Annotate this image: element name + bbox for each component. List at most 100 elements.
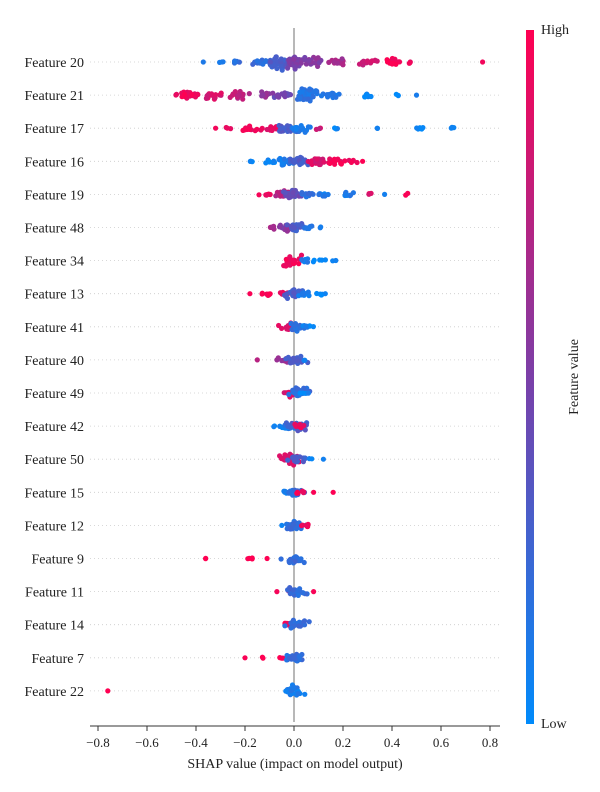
shap-point xyxy=(290,655,297,661)
shap-point xyxy=(297,421,303,428)
shap-point xyxy=(270,224,276,230)
shap-point xyxy=(273,193,279,199)
shap-point xyxy=(286,59,293,65)
feature-label: Feature 19 xyxy=(25,188,84,203)
feature-label: Feature 50 xyxy=(25,453,84,468)
shap-point xyxy=(213,92,219,98)
shap-point xyxy=(340,62,346,68)
shap-point xyxy=(286,391,292,397)
shap-point xyxy=(269,127,275,133)
shap-point xyxy=(290,492,296,498)
shap-point xyxy=(413,92,420,98)
x-tick-label: 0.6 xyxy=(433,735,450,750)
shap-point xyxy=(252,128,258,134)
shap-point xyxy=(414,125,420,131)
shap-point xyxy=(347,192,354,198)
shap-point xyxy=(369,58,375,64)
shap-point xyxy=(281,156,287,162)
shap-point xyxy=(384,59,391,65)
x-axis: −0.8 −0.6 −0.4 −0.2 0.0 0.2 0.4 0.6 0.8 xyxy=(86,725,500,750)
feature-label: Feature 14 xyxy=(25,619,84,634)
shap-point xyxy=(299,488,305,494)
shap-point xyxy=(296,261,302,267)
shap-point xyxy=(228,126,234,132)
colorbar-high-label: High xyxy=(541,23,569,38)
shap-point xyxy=(286,489,292,495)
shap-point xyxy=(360,158,366,164)
shap-point xyxy=(254,58,260,64)
colorbar-low-label: Low xyxy=(541,717,568,732)
shap-point xyxy=(354,159,360,166)
shap-point xyxy=(406,60,412,66)
shap-point xyxy=(308,159,314,165)
shap-point xyxy=(298,123,304,129)
feature-label: Feature 22 xyxy=(25,685,84,700)
shap-point xyxy=(295,691,301,697)
shap-point xyxy=(366,191,372,197)
shap-point xyxy=(284,291,290,297)
feature-label: Feature 40 xyxy=(25,354,84,369)
shap-point xyxy=(299,290,306,296)
shap-point xyxy=(282,91,288,97)
shap-point xyxy=(105,688,111,694)
shap-point xyxy=(278,455,284,462)
shap-point xyxy=(332,161,338,167)
shap-point xyxy=(278,556,284,562)
shap-point xyxy=(242,655,248,661)
shap-point xyxy=(264,126,270,133)
shap-point xyxy=(267,59,273,65)
shap-point xyxy=(342,158,348,164)
shap-point xyxy=(266,291,272,297)
feature-label: Feature 16 xyxy=(25,155,84,170)
shap-point xyxy=(232,89,238,95)
shap-point xyxy=(288,625,294,631)
shap-point xyxy=(325,191,331,198)
shap-point xyxy=(292,64,298,70)
shap-point xyxy=(339,56,345,62)
shap-point xyxy=(286,655,293,661)
shap-point xyxy=(405,190,411,196)
shap-point xyxy=(306,87,313,93)
feature-rows: Feature 20 Feature 21 Feature 17 Feature 16… xyxy=(25,56,500,700)
x-tick-label: 0.0 xyxy=(286,735,302,750)
shap-point xyxy=(303,522,309,529)
shap-point xyxy=(448,125,454,131)
shap-point xyxy=(331,59,337,65)
shap-point xyxy=(285,457,291,463)
shap-point xyxy=(299,257,305,263)
shap-point xyxy=(279,522,285,529)
shap-point xyxy=(291,157,297,163)
shap-point xyxy=(282,190,288,196)
shap-point xyxy=(298,353,304,359)
shap-point xyxy=(299,160,305,166)
shap-point xyxy=(281,125,287,131)
shap-point xyxy=(279,325,285,331)
shap-point xyxy=(348,159,354,165)
shap-point xyxy=(316,126,322,132)
shap-point xyxy=(307,124,313,130)
shap-point xyxy=(291,56,297,62)
shap-point xyxy=(320,456,326,462)
shap-point xyxy=(302,427,308,433)
shap-point xyxy=(259,125,265,131)
shap-point xyxy=(311,257,317,263)
shap-point xyxy=(217,59,223,65)
shap-point xyxy=(374,125,381,131)
shap-point xyxy=(368,93,374,100)
shap-point xyxy=(281,390,287,396)
shap-point xyxy=(297,557,303,564)
shap-point xyxy=(297,454,303,460)
shap-point xyxy=(278,56,284,62)
shap-point xyxy=(302,455,308,461)
shap-point xyxy=(302,622,308,628)
shap-point xyxy=(296,623,302,629)
shap-point xyxy=(314,290,320,297)
shap-point xyxy=(327,160,333,166)
shap-point xyxy=(315,55,321,61)
shap-point xyxy=(291,290,297,296)
shap-point xyxy=(291,685,297,691)
shap-point xyxy=(311,589,317,595)
feature-label: Feature 9 xyxy=(32,553,84,568)
shap-point xyxy=(419,125,425,131)
